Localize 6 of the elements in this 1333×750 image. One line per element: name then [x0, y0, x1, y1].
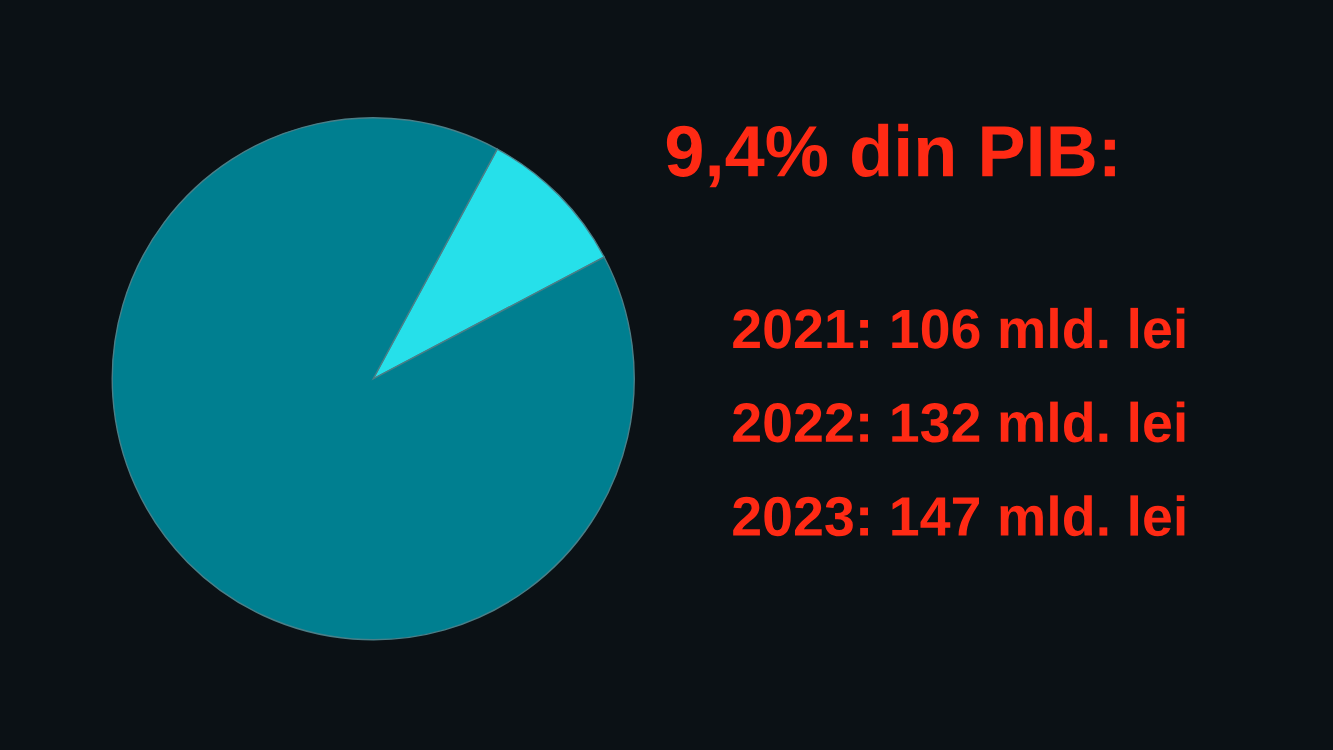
text: 9,4% din PIB:: [666, 123, 1115, 188]
pie-slice: [372, 148, 605, 380]
text: 2022: 132 mld. lei: [733, 401, 1185, 443]
text: 2021: 106 mld. lei: [733, 307, 1185, 349]
text: 2023: 147 mld. lei: [733, 495, 1185, 537]
pie-slice: [111, 117, 635, 641]
